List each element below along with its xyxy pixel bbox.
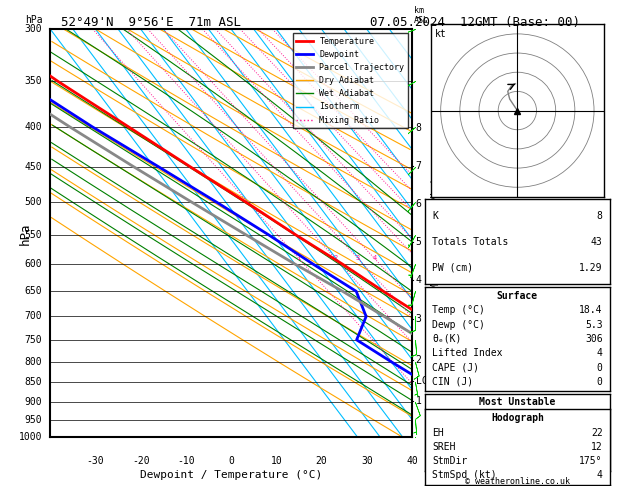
Text: 0: 0	[597, 377, 603, 387]
Text: 4: 4	[416, 275, 421, 285]
Text: 8: 8	[597, 211, 603, 221]
Text: Totals Totals: Totals Totals	[432, 237, 508, 247]
Text: Surface: Surface	[497, 291, 538, 301]
Text: hPa: hPa	[18, 222, 31, 244]
Text: 20: 20	[316, 456, 328, 466]
Text: 30: 30	[361, 456, 372, 466]
Text: 700: 700	[25, 312, 42, 321]
Text: Mixing Ratio (g/kg): Mixing Ratio (g/kg)	[430, 177, 440, 289]
Text: 52°49'N  9°56'E  71m ASL: 52°49'N 9°56'E 71m ASL	[61, 16, 241, 29]
Text: CAPE (J): CAPE (J)	[432, 446, 479, 456]
Text: SREH: SREH	[432, 442, 455, 452]
Text: 4: 4	[597, 348, 603, 358]
Text: Most Unstable: Most Unstable	[479, 397, 555, 407]
Text: K: K	[432, 211, 438, 221]
Text: 12: 12	[591, 442, 603, 452]
Text: km
ASL: km ASL	[414, 6, 429, 25]
Text: 0: 0	[597, 363, 603, 373]
Text: 650: 650	[25, 286, 42, 296]
Text: 900: 900	[25, 397, 42, 407]
Text: θₑ (K): θₑ (K)	[432, 421, 467, 432]
Text: 306: 306	[585, 421, 603, 432]
Text: 4: 4	[372, 256, 377, 261]
Text: LCL: LCL	[416, 376, 433, 386]
Text: 07.05.2024  12GMT (Base: 00): 07.05.2024 12GMT (Base: 00)	[370, 16, 580, 29]
Text: 8: 8	[416, 123, 421, 133]
Text: StmDir: StmDir	[432, 456, 467, 466]
Text: Hodograph: Hodograph	[491, 414, 544, 423]
Text: 1014: 1014	[579, 409, 603, 419]
Text: 350: 350	[25, 76, 42, 87]
Text: 300: 300	[25, 24, 42, 34]
Text: Dewp (°C): Dewp (°C)	[432, 320, 485, 330]
Text: Lifted Index: Lifted Index	[432, 434, 503, 444]
Text: 2: 2	[416, 355, 421, 364]
Text: 0: 0	[228, 456, 234, 466]
Text: 43: 43	[591, 237, 603, 247]
Text: 18.4: 18.4	[579, 305, 603, 315]
Text: 6: 6	[416, 199, 421, 209]
Text: -30: -30	[87, 456, 104, 466]
Text: 0: 0	[597, 458, 603, 469]
Text: -20: -20	[132, 456, 150, 466]
Legend: Temperature, Dewpoint, Parcel Trajectory, Dry Adiabat, Wet Adiabat, Isotherm, Mi: Temperature, Dewpoint, Parcel Trajectory…	[293, 34, 408, 128]
Text: 4: 4	[597, 470, 603, 480]
Text: 950: 950	[25, 415, 42, 425]
Text: 7: 7	[416, 161, 421, 171]
Text: 2: 2	[333, 256, 337, 261]
Text: 850: 850	[25, 377, 42, 387]
Text: 3: 3	[416, 314, 421, 324]
Text: CIN (J): CIN (J)	[432, 377, 473, 387]
Text: -10: -10	[177, 456, 195, 466]
Text: 0: 0	[597, 446, 603, 456]
Text: kt: kt	[435, 30, 447, 39]
Text: © weatheronline.co.uk: © weatheronline.co.uk	[465, 476, 569, 486]
Text: 450: 450	[25, 162, 42, 172]
Text: 5: 5	[416, 237, 421, 247]
Text: hPa: hPa	[25, 15, 43, 25]
Text: CIN (J): CIN (J)	[432, 458, 473, 469]
Text: 4: 4	[597, 434, 603, 444]
Text: Dewpoint / Temperature (°C): Dewpoint / Temperature (°C)	[140, 470, 322, 480]
Text: Temp (°C): Temp (°C)	[432, 305, 485, 315]
Text: 40: 40	[406, 456, 418, 466]
Text: 550: 550	[25, 230, 42, 240]
Text: 1.29: 1.29	[579, 262, 603, 273]
Text: 3: 3	[356, 256, 360, 261]
Text: EH: EH	[432, 428, 443, 438]
Text: CAPE (J): CAPE (J)	[432, 363, 479, 373]
Text: 10: 10	[270, 456, 282, 466]
Text: 750: 750	[25, 335, 42, 345]
Text: 22: 22	[591, 428, 603, 438]
Text: 800: 800	[25, 357, 42, 367]
Text: 1: 1	[297, 256, 301, 261]
Text: 175°: 175°	[579, 456, 603, 466]
Text: Lifted Index: Lifted Index	[432, 348, 503, 358]
Text: θₑ(K): θₑ(K)	[432, 334, 462, 344]
Text: PW (cm): PW (cm)	[432, 262, 473, 273]
Text: Pressure (mb): Pressure (mb)	[432, 409, 508, 419]
Text: 500: 500	[25, 197, 42, 208]
Text: 600: 600	[25, 259, 42, 269]
Text: 1000: 1000	[19, 433, 42, 442]
Text: 5.3: 5.3	[585, 320, 603, 330]
Text: StmSpd (kt): StmSpd (kt)	[432, 470, 497, 480]
Text: 400: 400	[25, 122, 42, 132]
Text: 1: 1	[416, 396, 421, 406]
Text: 306: 306	[585, 334, 603, 344]
